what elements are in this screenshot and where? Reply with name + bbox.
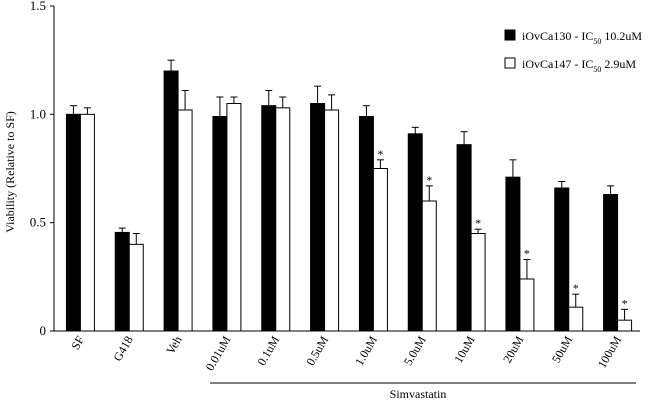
bar-iovca130 [261, 105, 277, 332]
bar-iovca147 [324, 109, 340, 332]
x-category-label: G418 [110, 334, 135, 364]
x-category-label: 10uM [451, 333, 478, 365]
legend-swatch-iovca147 [504, 57, 516, 69]
x-category-label: 0.01uM [203, 333, 234, 373]
significance-marker: * [475, 216, 481, 230]
bar-iovca147 [275, 107, 291, 332]
legend-label-iovca130: iOvCa130 - IC50 10.2uM [522, 29, 642, 46]
bar-iovca130 [212, 116, 228, 332]
x-category-label: 20uM [500, 333, 527, 365]
bar-iovca147 [226, 103, 242, 332]
x-category-label: 1.0uM [352, 333, 380, 368]
bar-iovca147 [470, 233, 486, 332]
simvastatin-label: Simvastatin [390, 387, 447, 400]
legend-label-iovca147: iOvCa147 - IC50 2.9uM [522, 57, 636, 74]
bar-iovca130 [603, 194, 619, 332]
significance-marker: * [622, 296, 628, 310]
bar-iovca147 [617, 319, 633, 332]
bar-iovca147 [421, 200, 437, 332]
y-tick-label: 1.5 [30, 0, 46, 13]
x-category-label: 5.0uM [401, 333, 429, 368]
bar-iovca130 [310, 103, 326, 332]
legend: iOvCa130 - IC50 10.2uM iOvCa147 - IC50 2.… [504, 29, 642, 74]
significance-marker: * [573, 281, 579, 295]
x-category-label: Veh [163, 334, 184, 357]
bar-iovca147 [372, 168, 388, 332]
bar-iovca130 [456, 144, 472, 332]
significance-marker: * [524, 247, 530, 261]
x-category-label: 100uM [595, 333, 625, 370]
significance-marker: * [377, 147, 383, 161]
x-category-label: 0.5uM [303, 333, 331, 368]
bar-iovca147 [519, 278, 535, 332]
y-axis-title: Viability (Relative to SF) [3, 111, 17, 233]
legend-swatch-iovca130 [504, 29, 516, 41]
x-category-label: 50uM [549, 333, 576, 365]
y-tick-label: 0.5 [30, 215, 46, 230]
y-tick-label: 0 [40, 323, 47, 338]
bar-iovca147 [128, 243, 144, 332]
x-category-label: SF [68, 333, 87, 352]
bar-iovca147 [79, 113, 95, 332]
bar-iovca130 [65, 113, 81, 332]
bar-iovca147 [568, 306, 584, 332]
x-category-label: 0.1uM [254, 333, 282, 368]
x-axis-labels: SF G418 Veh 0.01uM 0.1uM 0.5uM 1.0uM 5.0uM 10uM 2… [68, 333, 624, 373]
significance-marker: * [426, 173, 432, 187]
bar-iovca130 [407, 133, 423, 332]
bar-iovca130 [554, 187, 570, 332]
bar-iovca130 [505, 176, 521, 332]
bar-iovca130 [114, 231, 130, 332]
y-axis: 0 0.5 1.0 1.5 [30, 0, 640, 338]
bar-iovca130 [358, 116, 374, 332]
bars: * * * * * * [65, 59, 633, 332]
bar-iovca147 [177, 109, 193, 332]
bar-iovca130 [163, 70, 179, 332]
y-tick-label: 1.0 [30, 106, 46, 121]
